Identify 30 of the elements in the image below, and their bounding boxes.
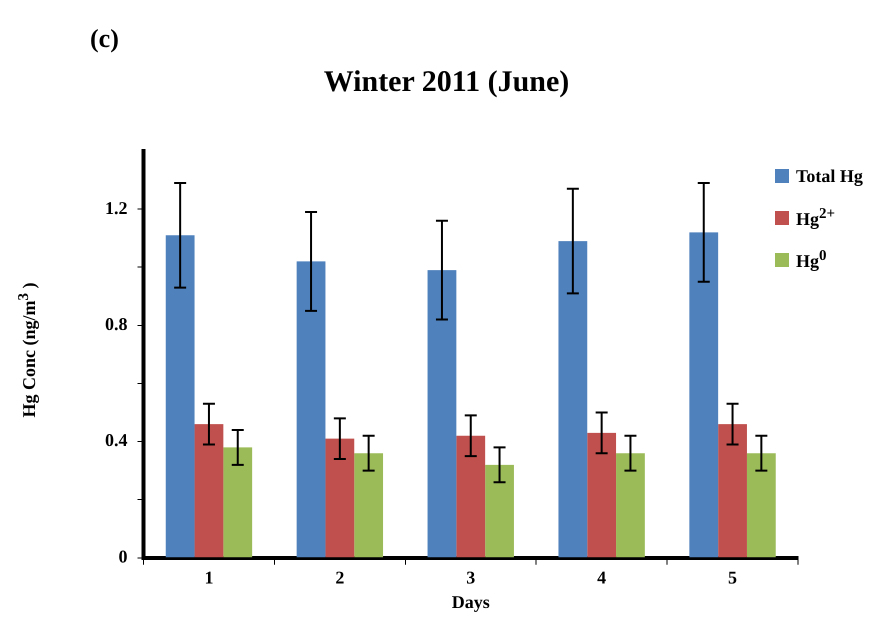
x-axis-title: Days (452, 592, 490, 612)
x-tick-label: 3 (466, 567, 476, 588)
x-tick-label: 2 (335, 567, 344, 588)
bar (325, 438, 354, 558)
bar (428, 270, 456, 558)
bar (354, 453, 384, 558)
x-tick-label: 1 (204, 567, 214, 588)
legend-label: Total Hg (796, 166, 863, 186)
bar (558, 241, 588, 558)
chart-title: Winter 2011 (June) (324, 64, 570, 98)
bar (616, 453, 645, 558)
bar (485, 464, 514, 558)
x-tick-label: 4 (597, 567, 606, 588)
legend-label: Hg$^{0}$ (796, 248, 827, 272)
bar (194, 424, 224, 558)
bar (166, 235, 195, 558)
bar (746, 453, 776, 558)
y-tick-label: 0.4 (105, 430, 128, 450)
bar (223, 447, 252, 558)
bar (296, 261, 326, 558)
bar (718, 424, 747, 558)
x-tick-label: 5 (728, 567, 738, 588)
bar (587, 432, 616, 558)
y-tick-label: 0.8 (105, 314, 128, 334)
legend-label: Hg$^{2+}$ (796, 206, 836, 230)
y-tick-label: 1.2 (105, 198, 128, 218)
bar (456, 436, 486, 558)
y-tick-label: 0 (118, 546, 128, 566)
bar (689, 232, 718, 558)
text: (c) (90, 24, 119, 54)
